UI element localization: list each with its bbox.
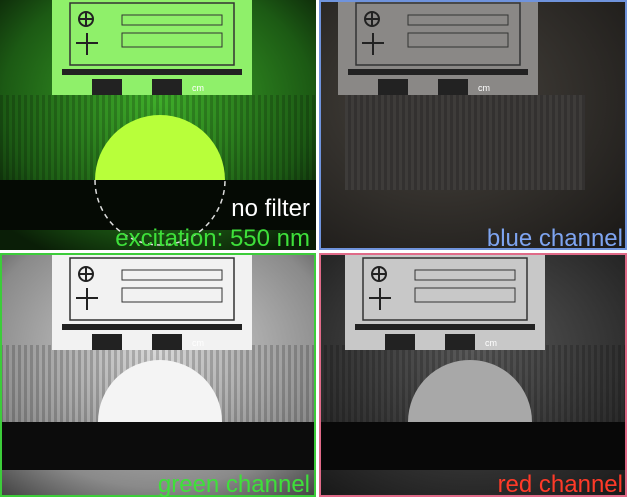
panel-red: red channel bbox=[319, 253, 627, 497]
panel-no-filter: no filter excitation: 550 nm bbox=[0, 0, 316, 252]
panel-caption: green channel bbox=[158, 471, 310, 497]
panel-green: green channel bbox=[0, 253, 316, 497]
panel-caption: excitation: 550 nm bbox=[115, 225, 310, 252]
panel-caption: blue channel bbox=[487, 225, 623, 252]
panel-note: no filter bbox=[231, 195, 310, 222]
panel-blue: blue channel bbox=[319, 0, 627, 252]
panel-caption: red channel bbox=[498, 471, 623, 497]
